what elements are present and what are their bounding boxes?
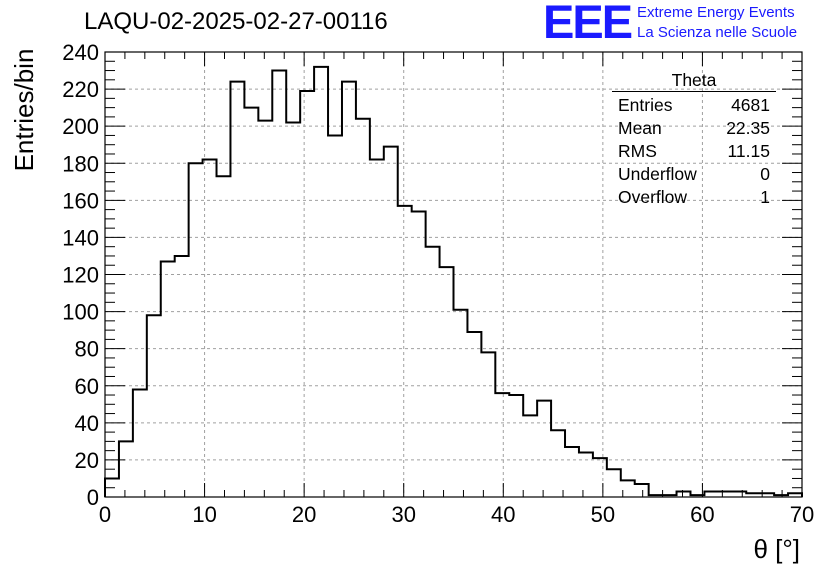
stats-value: 4681	[731, 95, 770, 115]
x-tick-label: 20	[292, 502, 316, 527]
y-tick-label: 0	[87, 485, 99, 510]
ticks-layer	[104, 51, 803, 498]
brand-line-2: La Scienza nelle Scuole	[637, 24, 798, 41]
y-tick-label: 180	[62, 151, 99, 176]
stats-row-overflow: Overflow 1	[612, 186, 776, 209]
y-tick-label: 120	[62, 263, 99, 288]
stats-label: Entries	[618, 95, 673, 115]
stats-row-rms: RMS 11.15	[612, 140, 776, 163]
x-tick-label: 30	[391, 502, 415, 527]
y-tick-label: 200	[62, 114, 99, 139]
stats-value: 11.15	[727, 141, 771, 161]
x-tick-label: 40	[491, 502, 515, 527]
y-tick-label: 80	[75, 337, 99, 362]
y-tick-label: 20	[75, 448, 99, 473]
y-tick-label: 140	[62, 225, 99, 250]
stats-box: Theta Entries 4681 Mean 22.35 RMS 11.15 …	[612, 70, 776, 209]
stats-label: RMS	[618, 141, 657, 161]
stats-label: Mean	[618, 118, 662, 138]
x-tick-label: 60	[690, 502, 714, 527]
histogram-step-line	[104, 65, 803, 497]
stats-row-mean: Mean 22.35	[612, 117, 776, 140]
y-tick-label: 40	[75, 411, 99, 436]
stats-row-underflow: Underflow 0	[612, 163, 776, 186]
stats-value: 22.35	[726, 118, 770, 138]
y-tick-label: 240	[62, 40, 99, 65]
y-tick-labels: 0 20 40 60 80 100 120 140 160 180 200 220 240	[62, 40, 99, 510]
run-title: LAQU-02-2025-02-27-00116	[84, 8, 388, 35]
y-tick-label: 60	[75, 374, 99, 399]
brand-line-1: Extreme Energy Events	[637, 4, 795, 21]
y-axis-label: Entries/bin	[9, 49, 39, 172]
x-tick-label: 10	[192, 502, 216, 527]
y-tick-label: 220	[62, 77, 99, 102]
x-axis-label: θ [°]	[753, 534, 800, 564]
eee-logo: EEE	[543, 0, 633, 48]
stats-label: Underflow	[618, 164, 697, 184]
x-tick-label: 70	[790, 502, 814, 527]
stats-row-entries: Entries 4681	[612, 94, 776, 117]
stats-label: Overflow	[618, 187, 688, 207]
y-tick-label: 160	[62, 188, 99, 213]
x-tick-labels: 0 10 20 30 40 50 60 70	[99, 502, 814, 527]
brand-text: Extreme Energy Events La Scienza nelle S…	[637, 3, 797, 43]
y-tick-label: 100	[62, 300, 99, 325]
stats-title: Theta	[612, 70, 776, 92]
stats-value: 1	[760, 187, 770, 207]
grid-layer	[105, 52, 802, 497]
x-tick-label: 50	[591, 502, 615, 527]
x-tick-label: 0	[99, 502, 111, 527]
stats-value: 0	[760, 164, 770, 184]
